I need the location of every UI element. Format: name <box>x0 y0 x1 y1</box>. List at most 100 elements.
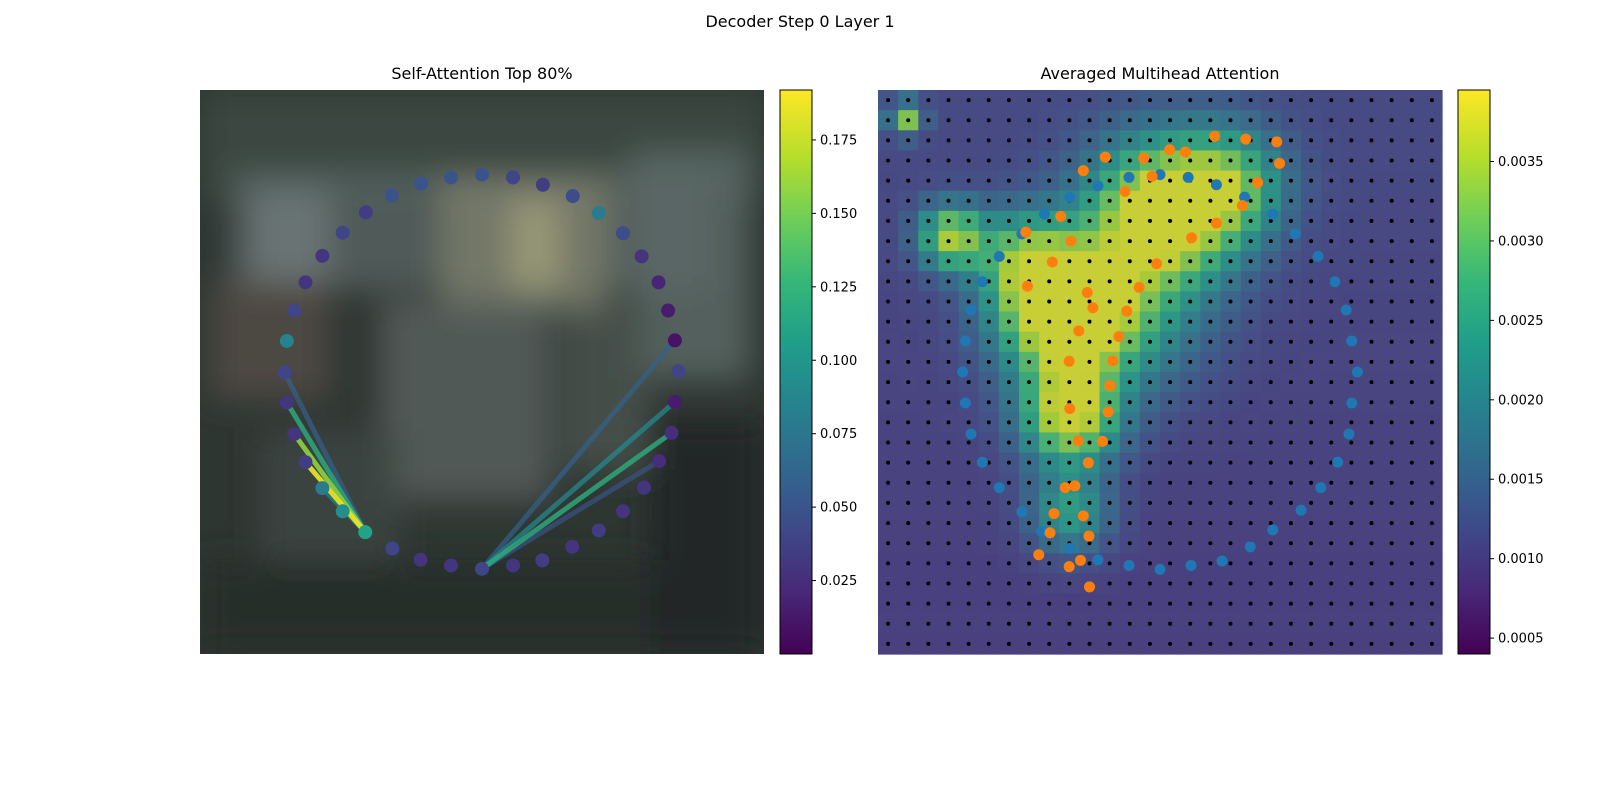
grid-dot <box>1147 279 1152 284</box>
multihead-attention-colorbar <box>1457 89 1491 655</box>
grid-dot <box>1349 420 1354 425</box>
grid-dot <box>1208 259 1213 264</box>
grid-dot <box>1349 218 1354 223</box>
grid-dot <box>986 158 991 163</box>
grid-dot <box>946 561 951 566</box>
grid-dot <box>1127 521 1132 526</box>
grid-dot <box>1329 299 1334 304</box>
grid-dot <box>1389 380 1394 385</box>
attention-edge <box>480 430 673 571</box>
grid-dot <box>1087 359 1092 364</box>
grid-dot <box>1329 500 1334 505</box>
attention-node <box>443 558 458 573</box>
grid-dot <box>1107 218 1112 223</box>
grid-dot <box>1188 118 1193 123</box>
grid-dot <box>1067 460 1072 465</box>
grid-dot <box>1188 581 1193 586</box>
grid-dot <box>1248 118 1253 123</box>
grid-dot <box>1409 400 1414 405</box>
attention-node <box>535 177 550 192</box>
grid-dot <box>1168 198 1173 203</box>
grid-dot <box>1288 621 1293 626</box>
grid-dot <box>1168 279 1173 284</box>
predicted-point <box>1021 280 1033 292</box>
grid-dot <box>1107 521 1112 526</box>
grid-dot <box>1268 440 1273 445</box>
grid-dot <box>1006 641 1011 646</box>
grid-dot <box>1127 440 1132 445</box>
grid-dot <box>1389 339 1394 344</box>
grid-dot <box>1288 541 1293 546</box>
ground-truth-point <box>1092 180 1104 192</box>
grid-dot <box>926 581 931 586</box>
grid-dot <box>1268 98 1273 103</box>
attention-node <box>277 365 292 380</box>
grid-dot <box>1369 339 1374 344</box>
attention-node <box>535 553 550 568</box>
grid-dot <box>906 480 911 485</box>
attention-node <box>636 480 651 495</box>
grid-dot <box>1309 400 1314 405</box>
grid-dot <box>1228 601 1233 606</box>
grid-dot <box>1309 138 1314 143</box>
grid-dot <box>1188 279 1193 284</box>
predicted-point <box>1074 554 1086 566</box>
grid-dot <box>1268 178 1273 183</box>
grid-dot <box>1429 380 1434 385</box>
grid-dot <box>1147 198 1152 203</box>
grid-dot <box>986 239 991 244</box>
grid-dot <box>1168 259 1173 264</box>
grid-dot <box>1329 98 1334 103</box>
grid-dot <box>1168 561 1173 566</box>
grid-dot <box>1268 400 1273 405</box>
grid-dot <box>1228 178 1233 183</box>
grid-dot <box>1268 581 1273 586</box>
grid-dot <box>1188 500 1193 505</box>
grid-dot <box>1107 420 1112 425</box>
grid-dot <box>986 138 991 143</box>
grid-dot <box>1288 400 1293 405</box>
attention-node <box>279 333 294 348</box>
grid-dot <box>1027 480 1032 485</box>
ground-truth-point <box>1315 482 1327 494</box>
attention-edge <box>480 338 677 571</box>
predicted-point <box>1046 256 1058 268</box>
grid-dot <box>1429 118 1434 123</box>
attention-node <box>506 170 521 185</box>
attention-node <box>667 333 682 348</box>
grid-dot <box>1268 118 1273 123</box>
grid-dot <box>1127 601 1132 606</box>
grid-dot <box>1369 198 1374 203</box>
grid-dot <box>1268 521 1273 526</box>
attention-node <box>506 558 521 573</box>
grid-dot <box>1429 561 1434 566</box>
grid-dot <box>986 601 991 606</box>
predicted-point <box>1020 226 1032 238</box>
grid-dot <box>1147 581 1152 586</box>
grid-dot <box>1208 521 1213 526</box>
grid-dot <box>1429 641 1434 646</box>
grid-dot <box>1067 380 1072 385</box>
grid-dot <box>966 641 971 646</box>
grid-dot <box>1047 218 1052 223</box>
grid-dot <box>1147 259 1152 264</box>
grid-dot <box>926 158 931 163</box>
grid-dot <box>1027 460 1032 465</box>
grid-dot <box>986 198 991 203</box>
grid-dot <box>1127 400 1132 405</box>
grid-dot <box>886 339 891 344</box>
grid-dot <box>1047 480 1052 485</box>
grid-dot <box>946 400 951 405</box>
grid-dot <box>886 641 891 646</box>
grid-dot <box>1168 359 1173 364</box>
attention-node <box>661 303 676 318</box>
grid-dot <box>1087 239 1092 244</box>
attention-node <box>475 167 489 182</box>
grid-dot <box>986 440 991 445</box>
grid-dot <box>946 621 951 626</box>
grid-dot <box>1248 339 1253 344</box>
grid-dot <box>1147 480 1152 485</box>
predicted-point <box>1048 508 1060 520</box>
grid-dot <box>906 500 911 505</box>
